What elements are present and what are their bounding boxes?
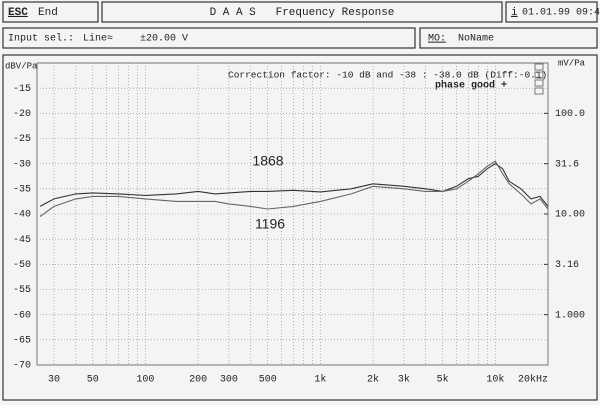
y-tick-label: -45 (13, 235, 31, 246)
mo-box (419, 27, 598, 49)
y-axis-label: dBV/Pa (5, 61, 38, 71)
y-tick-label: -40 (13, 210, 31, 221)
end-label: End (38, 7, 58, 19)
x-tick-label: 200 (189, 375, 207, 386)
y2-tick-label: 31.6 (555, 159, 579, 170)
title-box (101, 1, 503, 23)
x-tick-label: 30 (48, 375, 60, 386)
series-label: 1868 (252, 153, 283, 169)
x-tick-label: 20kHz (518, 374, 548, 386)
x-tick-label: 500 (259, 375, 277, 386)
input-label: Input sel.: (8, 33, 74, 45)
series-line (39, 163, 549, 207)
input-box[interactable] (2, 27, 416, 49)
x-tick-label: 5k (437, 374, 449, 386)
esc-box[interactable] (2, 1, 99, 23)
series-label: 1196 (255, 216, 285, 232)
annotation: Correction factor: -10 dB and -38 : -38.… (228, 70, 547, 81)
y-tick-label: -50 (13, 260, 31, 271)
y-tick-label: -65 (13, 335, 31, 346)
annotation: phase good + (435, 80, 507, 92)
y-tick-label: -15 (13, 84, 31, 95)
datetime: 01.01.99 09:44 (522, 8, 600, 19)
series-line (39, 160, 549, 217)
y-tick-label: -70 (13, 361, 31, 372)
y-tick-label: -25 (13, 134, 31, 145)
x-tick-label: 300 (220, 375, 238, 386)
x-tick-label: 2k (367, 374, 379, 386)
y-tick-label: -20 (13, 109, 31, 120)
y2-tick-label: 1.000 (555, 310, 585, 321)
input-range: ±20.00 V (140, 34, 188, 45)
x-tick-label: 10k (486, 374, 504, 386)
mo-value: NoName (458, 34, 494, 45)
mo-label: MO: (428, 34, 446, 45)
esc-key: ESC (8, 7, 28, 19)
y2-tick-label: 3.16 (555, 260, 579, 271)
y2-tick-label: 100.0 (555, 109, 585, 120)
y-tick-label: -30 (13, 159, 31, 170)
y-tick-label: -35 (13, 184, 31, 195)
x-tick-label: 50 (87, 375, 99, 386)
input-value: Line≈ (83, 33, 113, 45)
info-key: i (511, 7, 518, 19)
chart-frame (2, 54, 598, 401)
x-tick-label: 100 (136, 375, 154, 386)
y2-axis-label: mV/Pa (558, 58, 586, 68)
y-tick-label: -55 (13, 285, 31, 296)
y-tick-label: -60 (13, 310, 31, 321)
y2-tick-label: 10.00 (555, 210, 585, 221)
x-tick-label: 1k (314, 374, 326, 386)
date-box (505, 1, 598, 23)
x-tick-label: 3k (398, 374, 410, 386)
title: D A A S Frequency Response (210, 7, 395, 19)
